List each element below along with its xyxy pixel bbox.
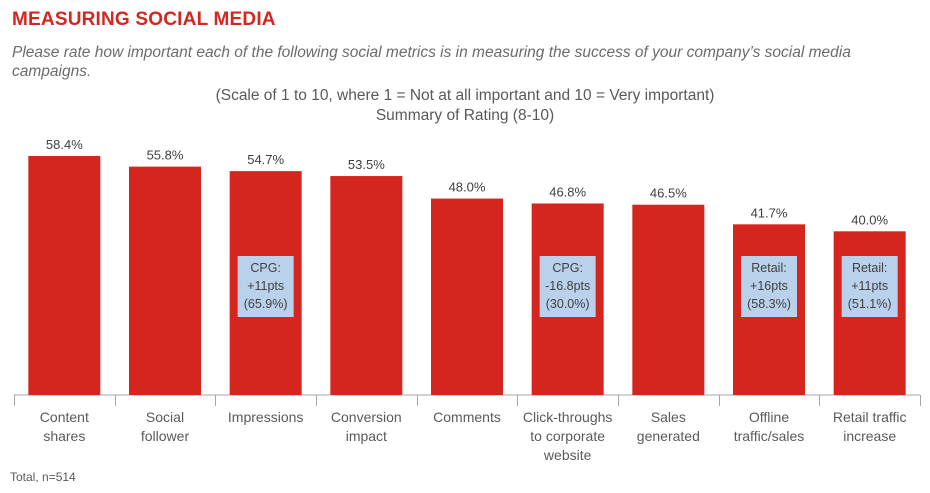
annotation-text: CPG: -16.8pts (30.0%) [545, 261, 590, 311]
survey-question: Please rate how important each of the fo… [12, 44, 851, 80]
scale-note: (Scale of 1 to 10, where 1 = Not at all … [215, 87, 715, 104]
summary-note: Summary of Rating (8-10) [375, 107, 555, 124]
category-label: Conversion impact [331, 409, 402, 444]
category-label: Offline traffic/sales [734, 409, 805, 444]
bar-value-label: 46.8% [549, 184, 586, 199]
category-label: Sales generated [637, 409, 700, 444]
bar-value-label: 55.8% [147, 148, 184, 163]
bar-value-label: 41.7% [751, 205, 788, 220]
annotation-box [539, 256, 596, 317]
category-label: Retail traffic increase [833, 409, 907, 444]
bar-value-label: 46.5% [650, 186, 687, 201]
bar-value-label: 58.4% [46, 137, 83, 152]
bar [431, 198, 503, 395]
annotation-text: CPG: +11pts (65.9%) [244, 261, 288, 311]
annotation-box [841, 256, 898, 317]
category-label: Comments [433, 409, 501, 425]
bar [632, 204, 705, 395]
bar-value-label: 53.5% [348, 157, 385, 172]
bar [330, 176, 403, 395]
footnote: Total, n=514 [10, 470, 76, 484]
bar-value-label: 40.0% [851, 212, 888, 227]
category-label: Click-throughs to corporate website [523, 409, 612, 463]
annotation-box [237, 256, 294, 317]
bar [28, 156, 101, 395]
category-label: Impressions [228, 409, 303, 425]
category-label: Content shares [40, 409, 89, 444]
annotation-text: Retail: +16pts (58.3%) [747, 261, 791, 311]
category-label: Social follower [141, 409, 190, 444]
bar [129, 166, 201, 395]
chart-title: MEASURING SOCIAL MEDIA [12, 9, 276, 30]
annotation-box [741, 256, 797, 317]
bar-value-label: 48.0% [449, 180, 486, 195]
annotation-text: Retail: +11pts (51.1%) [848, 261, 892, 311]
bar-value-label: 54.7% [247, 152, 284, 167]
